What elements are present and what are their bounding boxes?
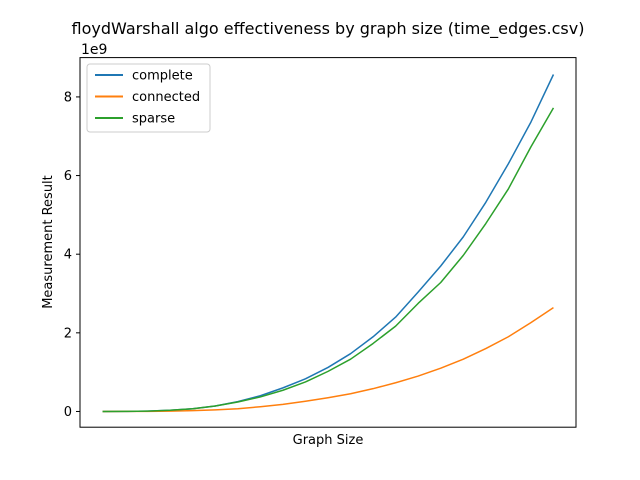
y-tick-label: 0 [64, 405, 72, 420]
series-line-sparse [102, 107, 555, 413]
x-axis-label: Graph Size [293, 433, 364, 448]
y-tick-label: 4 [64, 248, 72, 263]
y-tick-label: 6 [64, 169, 72, 184]
plot-frame [79, 57, 577, 428]
y-exponent-label: 1e9 [81, 42, 107, 58]
legend-label-sparse: sparse [132, 112, 175, 127]
legend: complete connected sparse [86, 63, 211, 133]
y-tick-label: 2 [64, 326, 72, 341]
chart-title: floydWarshall algo effectiveness by grap… [72, 19, 585, 39]
y-axis-label: Measurement Result [41, 175, 56, 309]
legend-label-complete: complete [132, 69, 193, 84]
series-line-connected [102, 307, 554, 413]
y-tick-label: 8 [64, 90, 72, 105]
legend-items: complete connected sparse [95, 69, 200, 127]
legend-label-connected: connected [132, 90, 200, 105]
y-ticks: 0 2 4 6 8 [64, 90, 80, 420]
legend-box [86, 63, 211, 133]
series-lines [102, 74, 555, 413]
